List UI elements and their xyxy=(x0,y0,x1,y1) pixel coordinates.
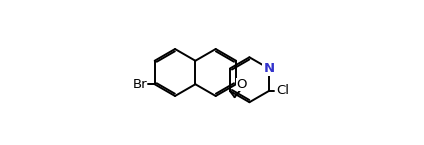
Text: Br: Br xyxy=(133,78,148,91)
Text: N: N xyxy=(263,62,274,75)
Text: O: O xyxy=(236,78,247,91)
Text: Cl: Cl xyxy=(276,85,289,97)
